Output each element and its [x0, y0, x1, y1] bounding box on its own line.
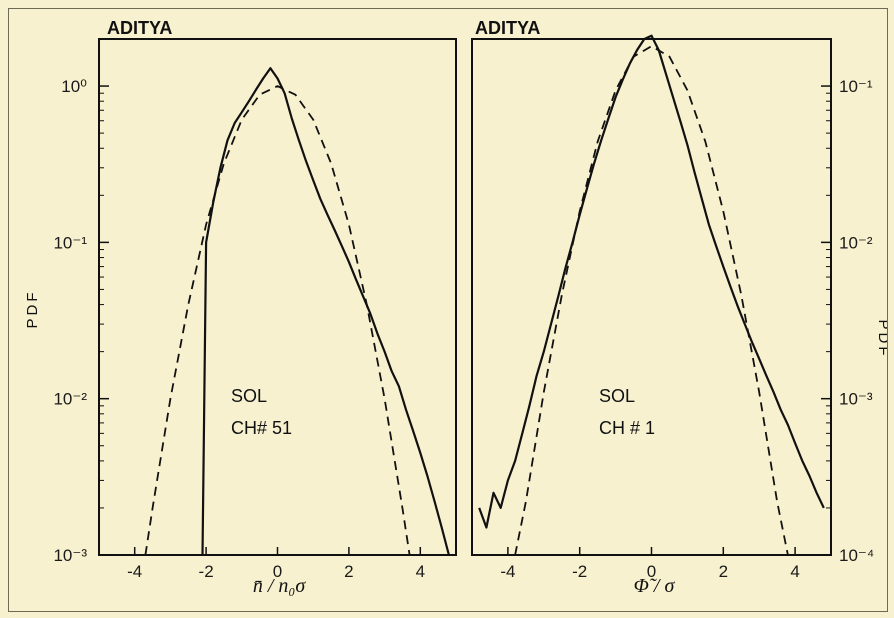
panel-2-title: ADITYA: [475, 18, 540, 38]
panel-1-title: ADITYA: [107, 18, 172, 38]
panel-2-x-tick-label-4: 4: [790, 562, 799, 581]
panel-2-y-tick-label-0: 10⁻¹: [839, 77, 873, 96]
panel-1-frame: [98, 38, 457, 556]
panel-1-series-measured: [201, 67, 450, 556]
panel-2-series-measured: [478, 34, 825, 529]
panel-1-annotation-sol: SOL: [231, 386, 267, 406]
panel-2-frame: [471, 38, 832, 556]
panel-1-x-tick-label-1: -2: [199, 562, 214, 581]
panel-2-x-tick-label-2: 0: [647, 562, 656, 581]
panel-1-y-tick-label-1: 10⁻¹: [53, 233, 87, 252]
panel-2-y-axis-label: PDF: [875, 320, 887, 359]
panel-2-x-tick-label-0: -4: [500, 562, 515, 581]
panel-1-x-tick-label-4: 4: [416, 562, 425, 581]
panel-1-x-tick-label-0: -4: [127, 562, 142, 581]
panel-1-x-axis-label: n̄ / n₀σ: [253, 575, 307, 597]
panel-1-y-axis-label: PDF: [24, 290, 41, 329]
panel-2-annotation-channel: CH # 1: [599, 418, 655, 438]
panel-2-y-tick-label-3: 10⁻⁴: [839, 546, 874, 565]
panel-1-x-tick-label-3: 2: [344, 562, 353, 581]
panel-2-x-tick-label-1: -2: [572, 562, 587, 581]
panel-1-annotation-channel: CH# 51: [231, 418, 292, 438]
panel-2-y-tick-label-2: 10⁻³: [839, 390, 873, 409]
chart-canvas: ADITYA PDF n̄ / n₀σ SOL CH# 51 ADITYA PD…: [24, 18, 887, 597]
panel-1-y-tick-label-3: 10⁻³: [53, 546, 87, 565]
panel-2-series-gaussian-fit: [514, 45, 789, 556]
panel-1-series-gaussian-fit: [144, 85, 411, 556]
panel-2-y-tick-label-1: 10⁻²: [839, 233, 873, 252]
figure-frame: ADITYA PDF n̄ / n₀σ SOL CH# 51 ADITYA PD…: [8, 8, 888, 612]
panel-1-y-tick-label-2: 10⁻²: [53, 390, 87, 409]
panel-2-x-tick-label-3: 2: [719, 562, 728, 581]
panel-1-y-tick-label-0: 10⁰: [61, 77, 87, 96]
panel-2-x-axis-label: Φ̃ / σ: [634, 575, 676, 597]
panel-2-annotation-sol: SOL: [599, 386, 635, 406]
panel-1-x-tick-label-2: 0: [273, 562, 282, 581]
